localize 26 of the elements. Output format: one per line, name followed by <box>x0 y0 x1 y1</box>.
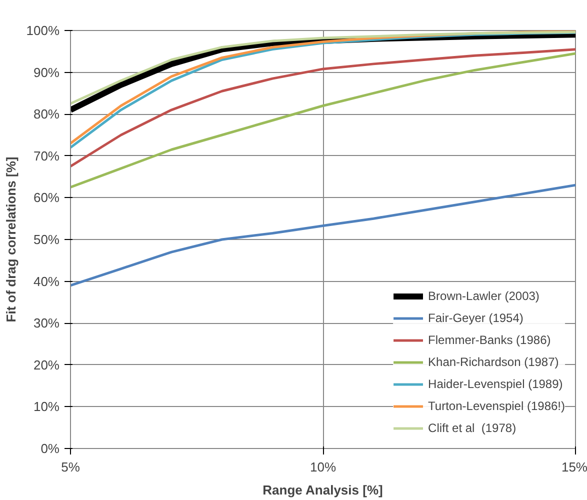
y-tick-label: 60% <box>33 190 60 206</box>
x-tick-label: 15% <box>561 460 587 474</box>
line-series <box>70 52 576 188</box>
y-axis-title: Fit of drag correlations [%] <box>3 156 18 322</box>
y-tick-label: 0% <box>40 441 60 456</box>
legend-label: Turton-Levenspiel (1986!) <box>428 399 565 413</box>
legend-label: Fair-Geyer (1954) <box>428 311 524 325</box>
y-tick-label: 50% <box>33 232 60 247</box>
x-axis-title: Range Analysis [%] <box>262 482 383 498</box>
y-tick-label: 70% <box>33 148 60 164</box>
legend-label: Brown-Lawler (2003) <box>428 289 540 303</box>
x-tick-label: 5% <box>61 460 80 474</box>
y-tick-label: 30% <box>33 316 60 331</box>
y-tick-label: 40% <box>33 274 60 289</box>
legend-label: Khan-Richardson (1987) <box>428 355 559 369</box>
y-tick-label: 80% <box>33 106 60 122</box>
y-tick-label: 90% <box>33 64 60 80</box>
legend-label: Haider-Levenspiel (1989) <box>428 377 563 391</box>
y-tick-label: 100% <box>26 23 60 38</box>
line-series <box>70 48 576 168</box>
legend-label: Flemmer-Banks (1986) <box>428 333 551 347</box>
y-tick-label: 20% <box>33 357 60 372</box>
y-tick-label: 10% <box>33 399 60 414</box>
line-series <box>70 184 576 287</box>
x-tick-label: 10% <box>310 460 336 474</box>
legend-label: Clift et al (1978) <box>428 421 516 435</box>
